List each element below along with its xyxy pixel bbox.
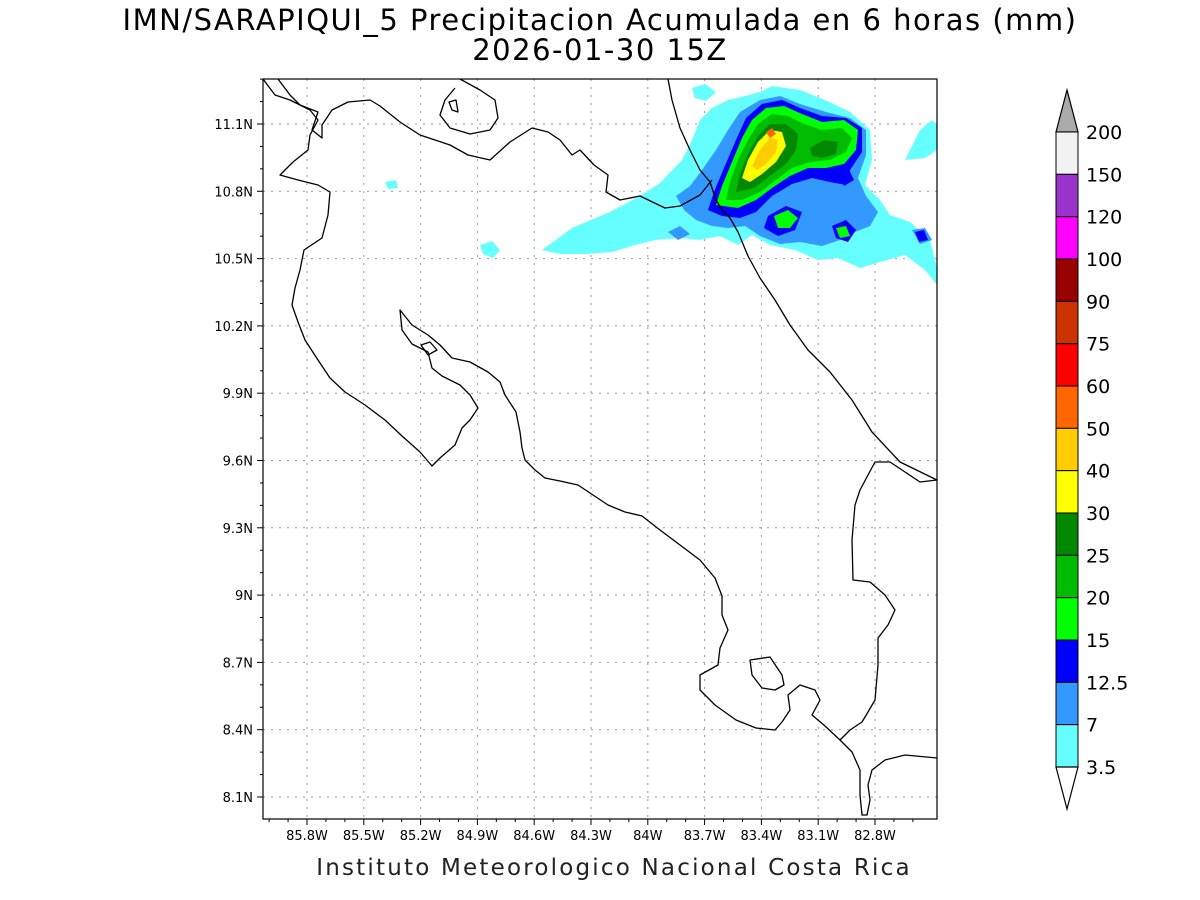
- colorbar-swatch: [1055, 639, 1079, 683]
- map-title: IMN/SARAPIQUI_5 Precipitacion Acumulada …: [122, 3, 1078, 37]
- colorbar-label: 3.5: [1086, 757, 1116, 779]
- lat-tick-label: 9N: [235, 589, 253, 604]
- map-datetime: 2026-01-30 15Z: [472, 33, 728, 67]
- colorbar-label: 15: [1086, 630, 1110, 652]
- lon-tick-label: 84.3W: [570, 829, 612, 844]
- colorbar-swatch: [1055, 512, 1079, 556]
- map-frame: [262, 78, 938, 820]
- colorbar-label: 50: [1086, 418, 1110, 440]
- colorbar-label: 40: [1086, 461, 1110, 483]
- colorbar-label: 20: [1086, 588, 1110, 610]
- colorbar-label: 25: [1086, 545, 1110, 567]
- colorbar-label: 150: [1086, 164, 1122, 186]
- coastline-caribbean: [667, 79, 937, 481]
- coastline-nicaragua-lake: [277, 79, 713, 209]
- colorbar-bottom-arrow: [1055, 766, 1079, 812]
- colorbar-label: 100: [1086, 249, 1122, 271]
- island: [420, 341, 438, 356]
- coastline-gulf: [749, 656, 785, 691]
- longitude-labels: 85.8W 85.5W 85.2W 84.9W 84.6W 84.3W 84W 83.7W 83…: [286, 829, 896, 844]
- lat-tick-label: 10.5N: [214, 253, 253, 268]
- lon-tick-label: 83.7W: [684, 829, 726, 844]
- colorbar-swatch: [1055, 343, 1079, 387]
- colorbar-swatch: [1055, 597, 1079, 641]
- colorbar-swatch: [1055, 724, 1079, 768]
- island-2: [448, 99, 459, 113]
- colorbar-swatch: [1055, 173, 1079, 218]
- coastline-pacific: [263, 79, 937, 816]
- precipitation-field: [385, 84, 937, 285]
- lon-tick-label: 83.1W: [797, 829, 839, 844]
- colorbar-swatch: [1055, 216, 1079, 260]
- colorbar-swatch: [1055, 427, 1079, 472]
- colorbar-label: 60: [1086, 376, 1110, 398]
- lat-tick-label: 8.7N: [223, 656, 253, 671]
- colorbar-swatch: [1055, 258, 1079, 302]
- lon-tick-label: 84.6W: [513, 829, 555, 844]
- lat-tick-label: 9.6N: [223, 455, 253, 470]
- colorbar-swatch: [1055, 131, 1079, 175]
- lat-tick-label: 10.2N: [214, 320, 253, 335]
- lon-tick-label: 85.2W: [400, 829, 442, 844]
- colorbar-label: 120: [1086, 207, 1122, 229]
- lon-tick-label: 85.8W: [286, 829, 328, 844]
- coastlines: [263, 79, 937, 816]
- coastline-lake-north: [439, 79, 499, 135]
- lat-tick-label: 11.1N: [214, 118, 253, 133]
- latitude-labels: 11.1N 10.8N 10.5N 10.2N 9.9N 9.6N 9.3N 9N 8.7N 8.…: [214, 118, 253, 806]
- border-panama: [839, 461, 937, 741]
- colorbar-label: 7: [1086, 715, 1098, 737]
- lat-tick-label: 8.4N: [223, 724, 253, 739]
- lat-tick-label: 10.8N: [214, 185, 253, 200]
- lon-tick-label: 85.5W: [343, 829, 385, 844]
- lat-tick-label: 9.9N: [223, 387, 253, 402]
- colorbar-top-arrow: [1055, 87, 1079, 133]
- credit-text: Instituto Meteorologico Nacional Costa R…: [316, 855, 912, 881]
- lon-tick-label: 84.9W: [456, 829, 498, 844]
- colorbar-label: 30: [1086, 503, 1110, 525]
- colorbar-swatch: [1055, 385, 1079, 429]
- precip-40mm-area: [752, 138, 778, 170]
- colorbar-label: 12.5: [1086, 672, 1128, 694]
- lon-tick-label: 82.8W: [854, 829, 896, 844]
- axis-ticks: [257, 78, 914, 825]
- lat-tick-label: 8.1N: [223, 791, 253, 806]
- colorbar: 200 150 120 100 90 75 60 50 40 30 25 20 15 12.5 7 3.5: [1055, 87, 1128, 812]
- colorbar-label: 90: [1086, 291, 1110, 313]
- colorbar-label: 75: [1086, 334, 1110, 356]
- colorbar-swatch: [1055, 300, 1079, 345]
- colorbar-swatch: [1055, 470, 1079, 514]
- colorbar-swatch: [1055, 554, 1079, 599]
- colorbar-swatch: [1055, 681, 1079, 726]
- colorbar-label: 200: [1086, 122, 1122, 144]
- lon-tick-label: 84W: [633, 829, 663, 844]
- lon-tick-label: 83.4W: [740, 829, 782, 844]
- lat-tick-label: 9.3N: [223, 522, 253, 537]
